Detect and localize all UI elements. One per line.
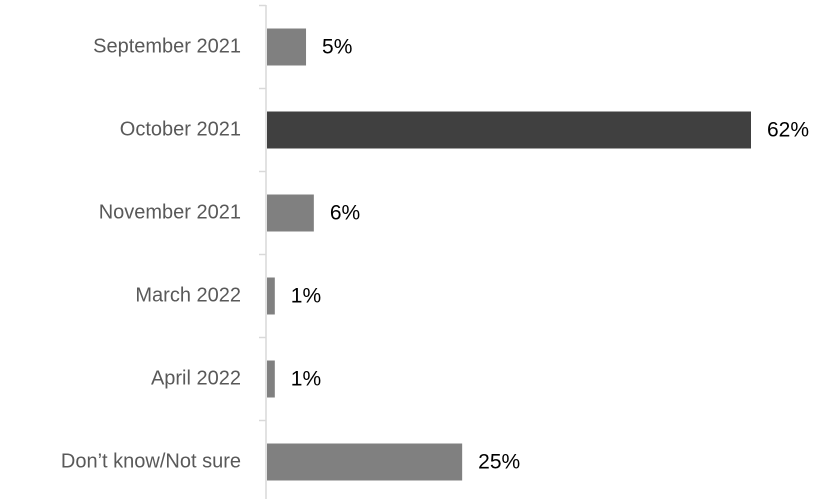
category-label: September 2021 xyxy=(93,35,241,57)
bar-1 xyxy=(267,111,751,149)
labels-layer: September 2021 5% October 2021 62% November … xyxy=(61,35,809,473)
bar-5 xyxy=(267,443,463,481)
value-label: 5% xyxy=(322,36,352,59)
category-label: April 2022 xyxy=(151,367,241,389)
category-label: November 2021 xyxy=(99,201,241,223)
bars-layer xyxy=(267,28,751,481)
value-label: 25% xyxy=(478,451,520,474)
value-label: 1% xyxy=(291,368,321,391)
axis-layer xyxy=(259,4,267,499)
value-label: 62% xyxy=(767,119,809,142)
value-label: 6% xyxy=(330,202,360,225)
bar-3 xyxy=(267,277,275,315)
bar-4 xyxy=(267,360,275,398)
category-label: March 2022 xyxy=(135,284,241,306)
value-label: 1% xyxy=(291,285,321,308)
bar-0 xyxy=(267,28,307,66)
category-label: October 2021 xyxy=(120,118,241,140)
category-label: Don’t know/Not sure xyxy=(61,450,241,472)
bar-2 xyxy=(267,194,314,232)
